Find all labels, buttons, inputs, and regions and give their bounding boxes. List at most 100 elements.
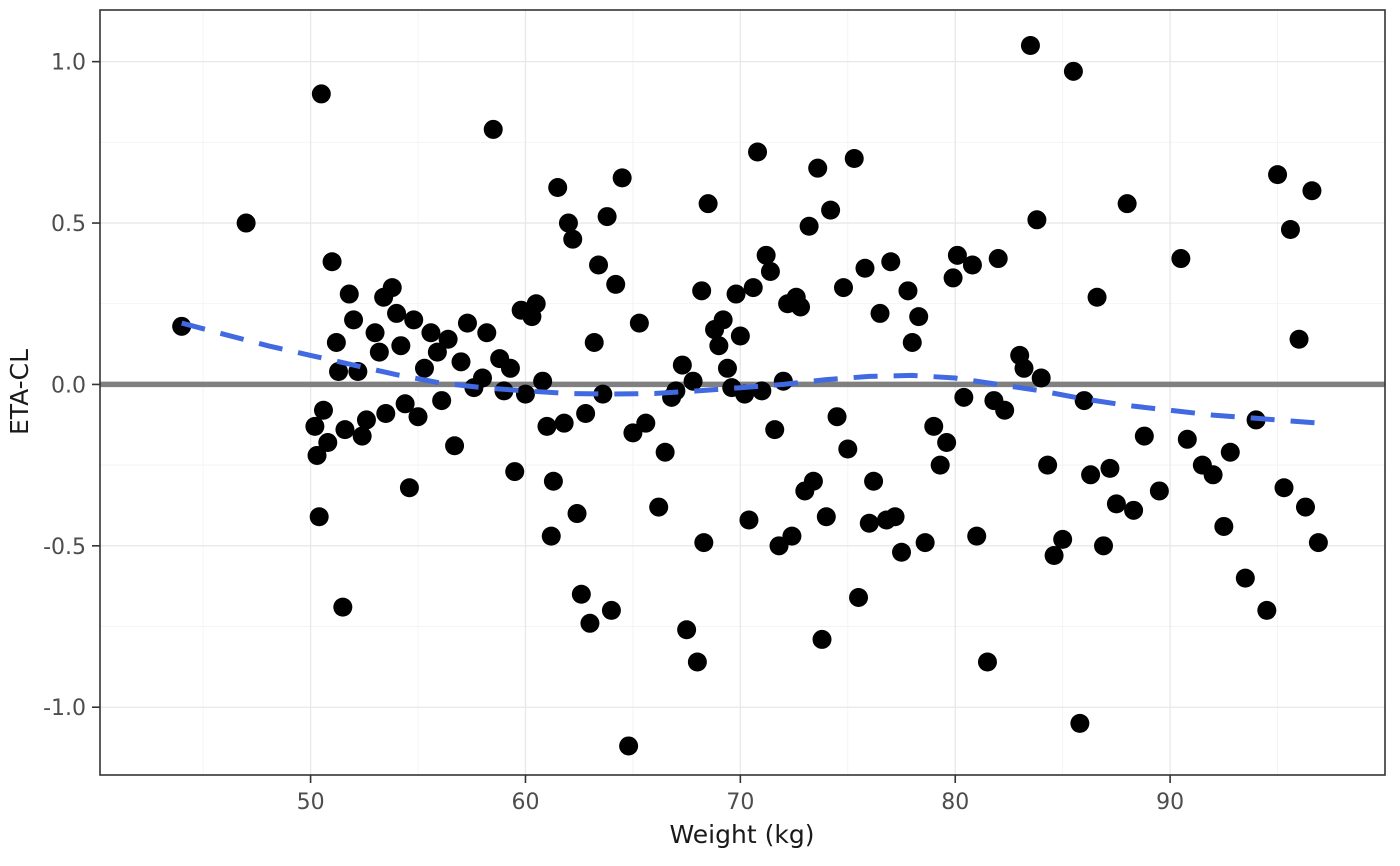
scatter-point	[844, 148, 864, 168]
scatter-point	[808, 158, 828, 178]
scatter-point	[309, 507, 329, 527]
scatter-point	[382, 278, 402, 298]
x-tick-label: 80	[941, 790, 969, 815]
scatter-point	[937, 433, 957, 453]
scatter-point	[1220, 442, 1240, 462]
scatter-point	[335, 420, 355, 440]
scatter-point	[816, 507, 836, 527]
scatter-point	[376, 403, 396, 423]
scatter-point	[563, 229, 583, 249]
axis-tick-labels: 50 60 70 80 90 -1.0 -0.5 0.0 0.5 1.0	[43, 51, 1184, 815]
scatter-point	[849, 587, 869, 607]
scatter-point	[472, 368, 492, 388]
scatter-point	[236, 213, 256, 233]
scatter-point	[694, 533, 714, 553]
scatter-point	[1063, 61, 1083, 81]
scatter-point	[799, 216, 819, 236]
scatter-point	[543, 471, 563, 491]
scatter-point	[709, 336, 729, 356]
scatter-point	[1268, 165, 1288, 185]
scatter-point	[404, 310, 424, 330]
scatter-point	[533, 371, 553, 391]
scatter-point	[438, 329, 458, 349]
scatter-point	[1117, 194, 1137, 214]
scatter-point	[311, 84, 331, 104]
scatter-point	[329, 362, 349, 382]
scatter-point	[408, 407, 428, 427]
scatter-point	[1074, 391, 1094, 411]
scatter-point	[601, 600, 621, 620]
scatter-point	[554, 413, 574, 433]
scatter-point	[943, 268, 963, 288]
scatter-point	[1274, 478, 1294, 498]
axis-tick-marks	[92, 60, 1171, 783]
scatter-point	[649, 497, 669, 517]
scatter-point	[821, 200, 841, 220]
scatter-point	[726, 284, 746, 304]
scatter-point	[898, 281, 918, 301]
panel-border	[99, 9, 1386, 776]
scatter-point	[365, 323, 385, 343]
scatter-point	[391, 336, 411, 356]
scatter-point	[636, 413, 656, 433]
scatter-point	[683, 371, 703, 391]
scatter-point	[769, 536, 789, 556]
scatter-point	[730, 326, 750, 346]
scatter-point	[427, 342, 447, 362]
scatter-point	[870, 303, 890, 323]
scatter-point	[655, 442, 675, 462]
scatter-point	[1087, 287, 1107, 307]
scatter-point	[445, 436, 465, 456]
x-tick-label: 90	[1156, 790, 1184, 815]
panel-border-rect	[99, 9, 1386, 776]
scatter-point	[387, 303, 407, 323]
scatter-point	[1171, 249, 1191, 269]
scatter-point	[838, 439, 858, 459]
scatter-point	[924, 416, 944, 436]
scatter-point	[962, 255, 982, 275]
scatter-point	[1081, 465, 1101, 485]
scatter-point	[612, 168, 632, 188]
y-tick-label: 1.0	[51, 51, 86, 76]
scatter-point	[1020, 36, 1040, 56]
scatter-point	[672, 355, 692, 375]
scatter-point	[954, 387, 974, 407]
scatter-point	[713, 310, 733, 330]
scatter-point	[483, 119, 503, 139]
scatter-point	[1235, 568, 1255, 588]
scatter-point	[339, 284, 359, 304]
scatter-point	[313, 400, 333, 420]
scatter-point	[812, 629, 832, 649]
scatter-point	[1203, 465, 1223, 485]
scatter-point	[1149, 481, 1169, 501]
scatter-point	[451, 352, 471, 372]
scatter-point	[567, 504, 587, 524]
scatter-point	[580, 613, 600, 633]
scatter-point	[576, 403, 596, 423]
scatter-point	[500, 358, 520, 378]
scatter-point	[677, 620, 697, 640]
scatter-points	[172, 36, 1328, 756]
scatter-point	[356, 410, 376, 430]
scatter-point	[930, 455, 950, 475]
scatter-point	[623, 423, 643, 443]
scatter-point	[833, 278, 853, 298]
scatter-point	[698, 194, 718, 214]
scatter-point	[1014, 358, 1034, 378]
scatter-point	[1177, 429, 1197, 449]
scatter-point	[307, 445, 327, 465]
scatter-point	[399, 478, 419, 498]
scatter-point	[606, 274, 626, 294]
scatter-point	[791, 297, 811, 317]
scatter-point	[593, 384, 613, 404]
scatter-point	[344, 310, 364, 330]
scatter-point	[421, 323, 441, 343]
scatter-point	[432, 391, 452, 411]
scatter-point	[692, 281, 712, 301]
scatter-point	[305, 416, 325, 436]
scatter-point	[1038, 455, 1058, 475]
scatter-point	[326, 332, 346, 352]
scatter-point	[584, 332, 604, 352]
